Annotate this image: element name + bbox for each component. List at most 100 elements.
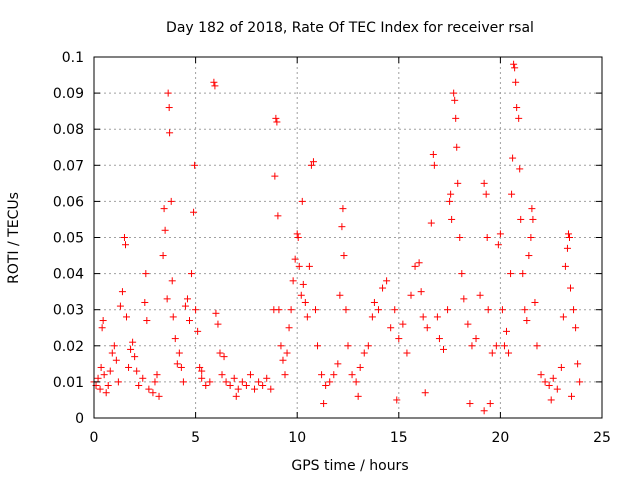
data-point <box>391 306 399 314</box>
data-point <box>429 150 437 158</box>
data-point <box>446 197 454 205</box>
data-point <box>255 378 263 386</box>
data-point <box>447 190 455 198</box>
data-point <box>161 226 169 234</box>
data-point <box>251 385 259 393</box>
data-point <box>502 327 510 335</box>
data-point <box>472 335 480 343</box>
data-point <box>305 262 313 270</box>
data-point <box>97 363 105 371</box>
data-point <box>159 252 167 260</box>
data-point <box>531 298 539 306</box>
data-point <box>348 371 356 379</box>
data-point <box>430 161 438 169</box>
data-point <box>523 317 531 325</box>
data-point <box>513 104 521 112</box>
chart-title: Day 182 of 2018, Rate Of TEC Index for r… <box>166 20 534 36</box>
data-point <box>360 349 368 357</box>
data-point <box>417 288 425 296</box>
data-point <box>153 371 161 379</box>
y-tick-label: 0.1 <box>62 50 84 66</box>
data-point <box>191 161 199 169</box>
data-point <box>311 306 319 314</box>
data-point <box>559 313 567 321</box>
data-point <box>517 215 525 223</box>
y-tick-label: 0.09 <box>53 86 84 102</box>
data-point <box>303 313 311 321</box>
y-tick-label: 0 <box>75 411 84 427</box>
data-point <box>509 154 517 162</box>
data-point <box>527 234 535 241</box>
data-point <box>206 378 214 386</box>
data-point <box>273 118 281 126</box>
x-tick-label: 10 <box>288 430 306 446</box>
data-point <box>155 392 163 400</box>
data-point <box>285 324 293 332</box>
data-point <box>368 313 376 321</box>
data-point <box>238 378 246 386</box>
data-point <box>486 400 494 408</box>
data-point <box>298 197 306 205</box>
data-point <box>574 360 582 368</box>
data-point <box>177 363 185 371</box>
data-point <box>320 400 328 408</box>
data-point <box>104 382 112 390</box>
data-point <box>533 342 541 350</box>
data-point <box>307 161 315 169</box>
data-point <box>452 114 460 122</box>
y-axis-label: ROTI / TECUs <box>6 192 22 284</box>
data-point <box>510 60 518 68</box>
y-tick-label: 0.04 <box>53 267 84 283</box>
x-tick-label: 5 <box>191 430 200 446</box>
data-point <box>549 374 557 382</box>
data-point <box>173 360 181 368</box>
data-point <box>135 382 143 390</box>
data-point <box>344 342 352 350</box>
y-tick-label: 0.07 <box>53 158 84 174</box>
data-point <box>216 349 224 357</box>
plot-frame <box>93 56 603 419</box>
data-point <box>139 374 147 382</box>
data-point <box>210 78 218 86</box>
data-point <box>507 270 515 278</box>
data-point <box>468 342 476 350</box>
data-point <box>112 356 120 364</box>
data-point <box>297 291 305 299</box>
data-point <box>211 82 219 90</box>
data-point <box>500 342 508 350</box>
data-point <box>567 284 575 292</box>
data-point <box>127 345 135 353</box>
data-point <box>100 371 108 379</box>
y-tick-label: 0.03 <box>53 303 84 319</box>
data-point <box>202 382 210 390</box>
data-point <box>480 407 488 415</box>
data-point <box>114 378 122 386</box>
data-point <box>498 306 506 314</box>
data-point <box>186 317 194 325</box>
data-point <box>480 179 488 187</box>
data-point <box>561 262 569 270</box>
data-point <box>352 378 360 386</box>
data-point <box>508 190 516 198</box>
data-point <box>453 143 461 151</box>
data-point <box>190 208 198 216</box>
x-axis-label: GPS time / hours <box>291 458 408 474</box>
data-point <box>421 389 429 397</box>
data-point <box>267 385 275 393</box>
data-point <box>299 280 307 288</box>
data-point <box>525 252 533 260</box>
data-point <box>196 363 204 371</box>
data-point <box>169 313 177 321</box>
data-point <box>547 396 555 404</box>
data-point <box>411 262 419 270</box>
data-point <box>121 241 129 249</box>
data-point <box>106 367 114 375</box>
y-tick-label: 0.01 <box>53 375 84 391</box>
data-point <box>496 230 504 238</box>
data-point <box>309 158 317 166</box>
data-point <box>194 327 202 335</box>
data-point <box>537 371 545 379</box>
data-point <box>242 382 250 390</box>
y-tick-label: 0.06 <box>53 194 84 210</box>
